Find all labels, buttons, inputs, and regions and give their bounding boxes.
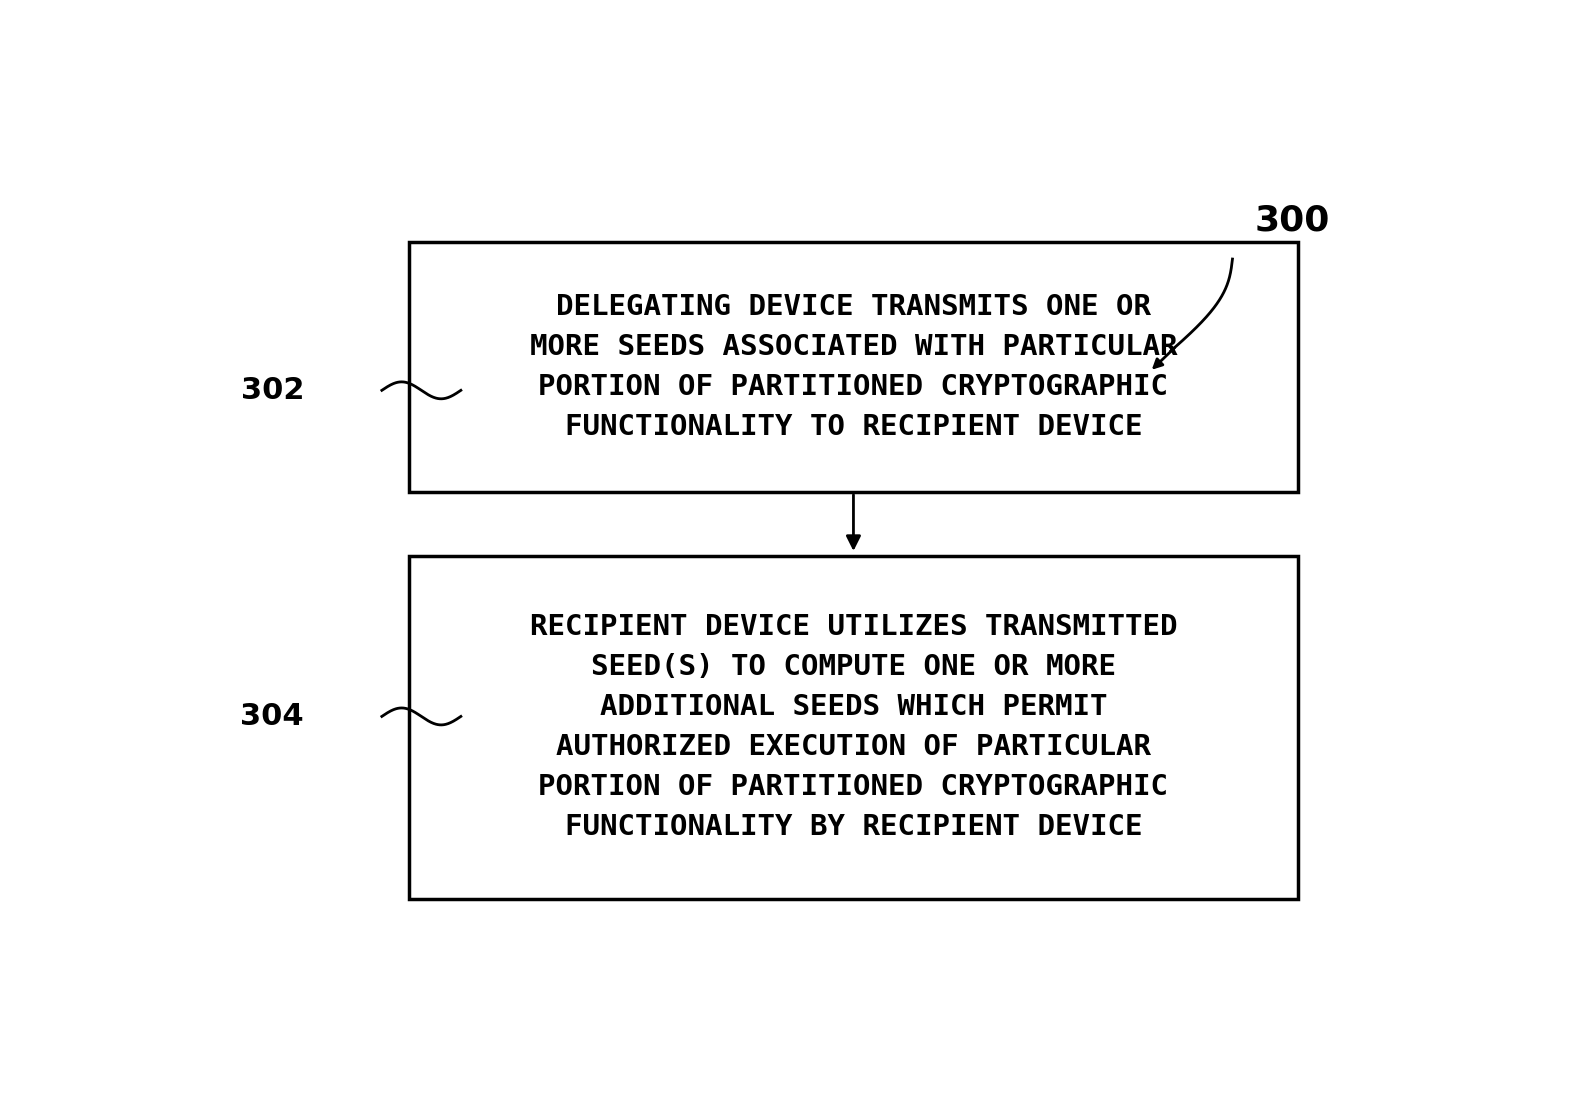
Text: 304: 304: [241, 702, 304, 730]
Text: DELEGATING DEVICE TRANSMITS ONE OR
MORE SEEDS ASSOCIATED WITH PARTICULAR
PORTION: DELEGATING DEVICE TRANSMITS ONE OR MORE …: [530, 293, 1177, 441]
Text: 300: 300: [1255, 204, 1330, 238]
Text: RECIPIENT DEVICE UTILIZES TRANSMITTED
SEED(S) TO COMPUTE ONE OR MORE
ADDITIONAL : RECIPIENT DEVICE UTILIZES TRANSMITTED SE…: [530, 613, 1177, 842]
Text: 302: 302: [241, 376, 304, 405]
Bar: [409, 242, 1298, 492]
Bar: [409, 556, 1298, 899]
